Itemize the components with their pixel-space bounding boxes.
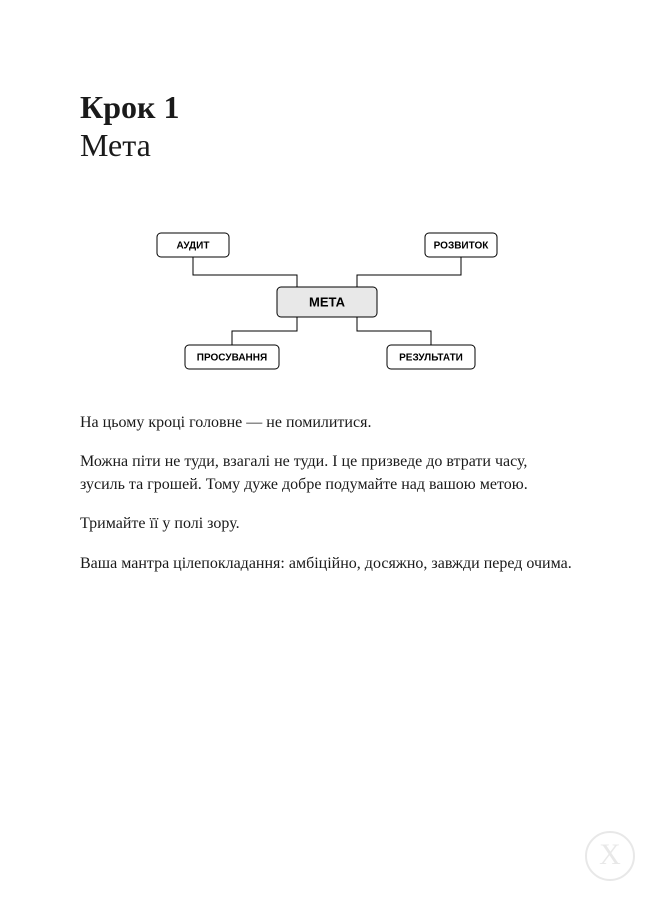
concept-diagram: АУДИТ РОЗВИТОК ПРОСУВАННЯ РЕЗУЛЬТАТИ МЕТА: [137, 225, 517, 375]
edge: [357, 257, 461, 287]
body-text: На цьому кроці головне — не помилитися. …: [80, 411, 574, 575]
node-label: ПРОСУВАННЯ: [197, 352, 267, 363]
node-label: РОЗВИТОК: [434, 240, 490, 251]
heading-line-1: Крок 1: [80, 88, 574, 126]
node-label: РЕЗУЛЬТАТИ: [399, 352, 463, 363]
heading-line-2: Мета: [80, 126, 574, 164]
page: Крок 1 Мета АУДИТ РОЗВИТОК ПРОСУВАННЯ РЕЗУЛ…: [0, 0, 654, 631]
node-label: АУДИТ: [177, 240, 210, 251]
watermark-icon: X: [584, 830, 636, 882]
paragraph: Ваша мантра цілепокладання: амбіційно, д…: [80, 552, 574, 575]
paragraph: Можна піти не туди, взагалі не туди. І ц…: [80, 450, 574, 496]
watermark-letter: X: [599, 838, 621, 871]
paragraph: На цьому кроці головне — не помилитися.: [80, 411, 574, 434]
chapter-heading: Крок 1 Мета: [80, 88, 574, 165]
paragraph: Тримайте її у полі зору.: [80, 512, 574, 535]
edge: [232, 317, 297, 345]
edge: [193, 257, 297, 287]
node-label: МЕТА: [309, 294, 346, 309]
edge: [357, 317, 431, 345]
